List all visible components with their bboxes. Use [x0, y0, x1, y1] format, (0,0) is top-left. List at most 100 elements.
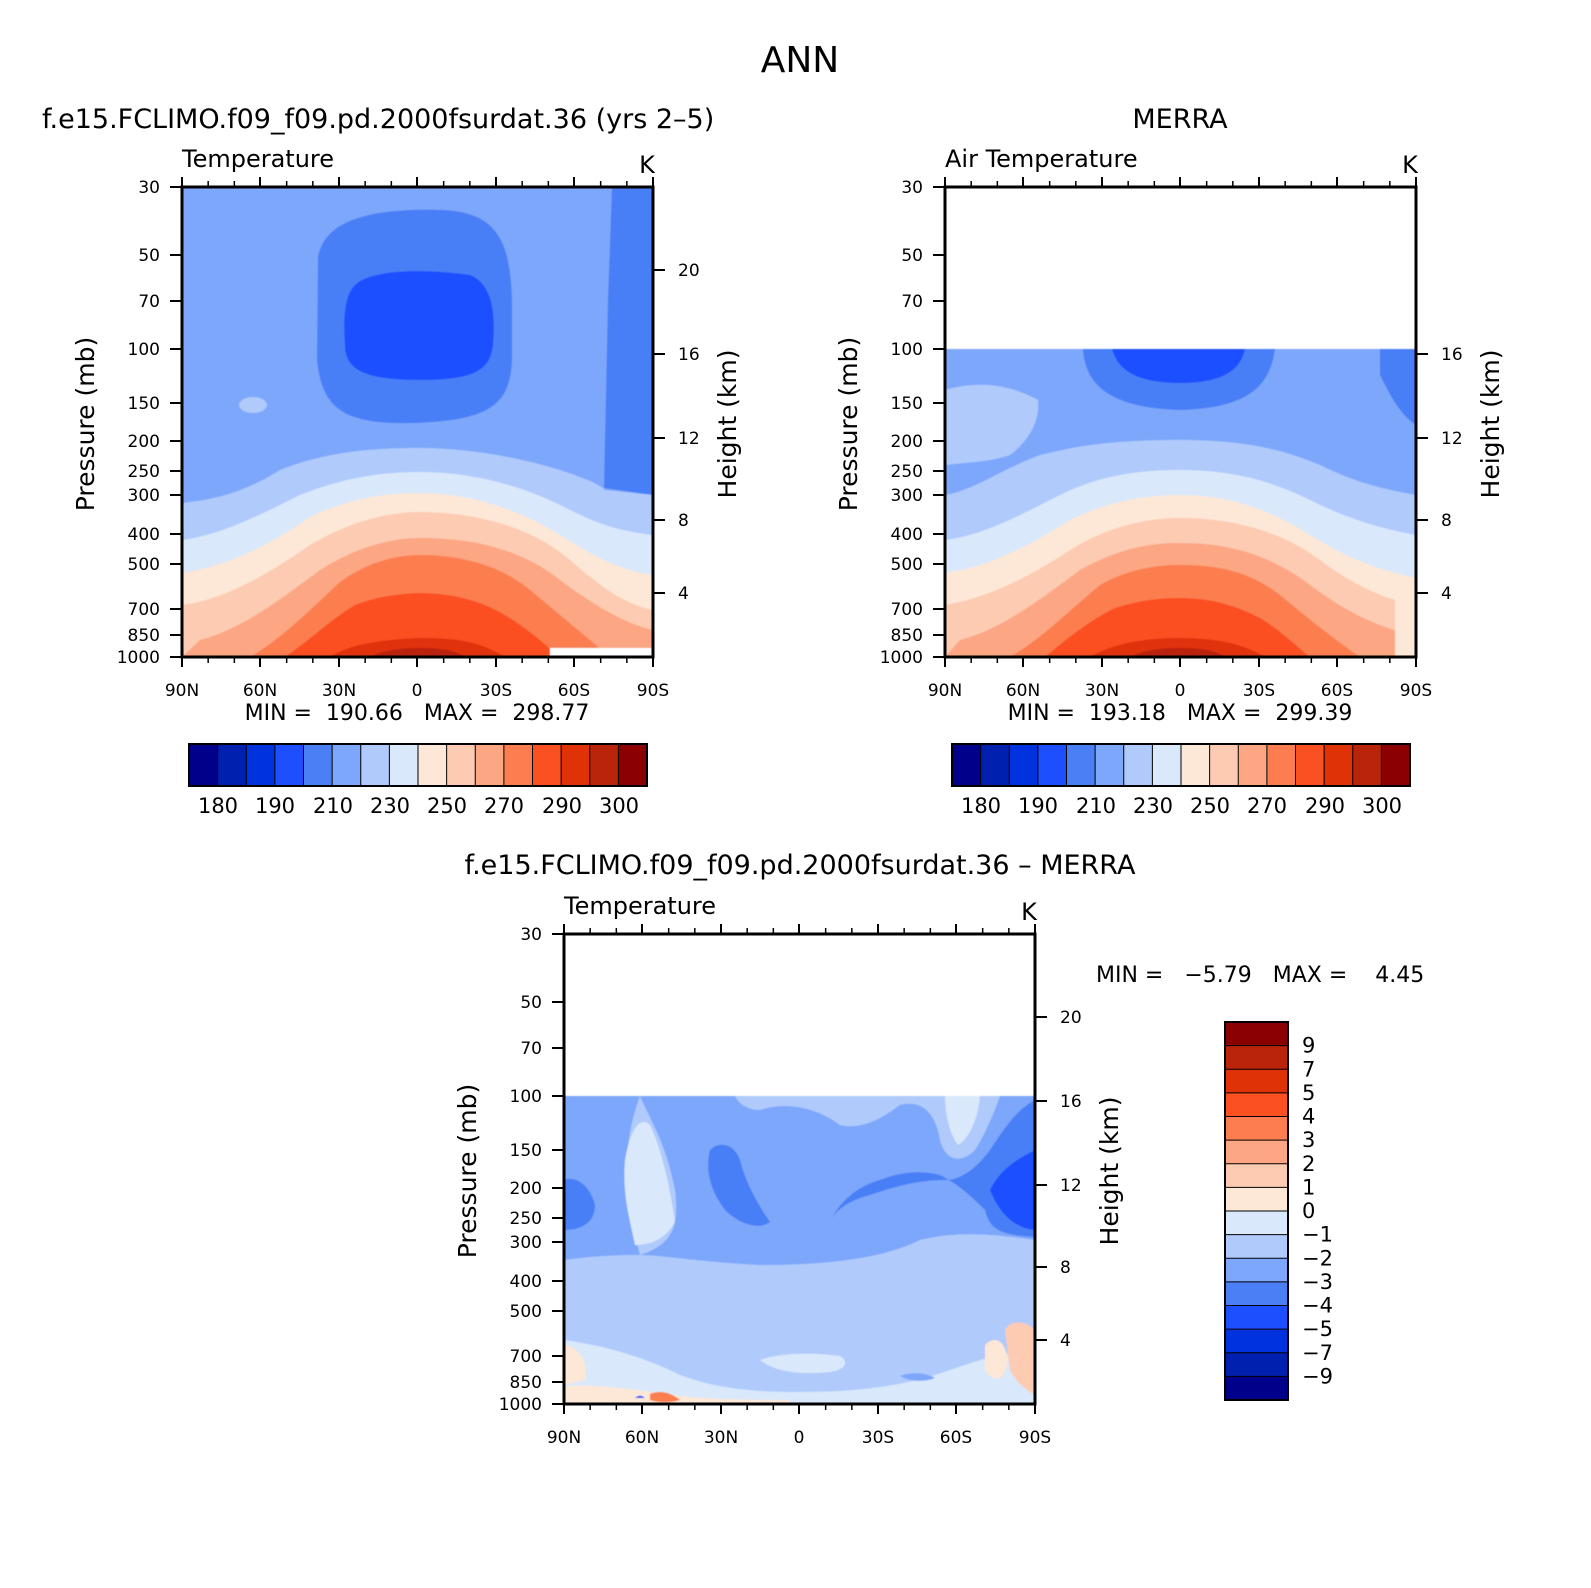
- x-tick-label: 90N: [165, 681, 199, 701]
- colorbar-swatch: [245, 743, 276, 787]
- colorbar-label: 9: [1302, 1034, 1315, 1058]
- panel-diff-contours: [564, 1096, 1035, 1404]
- y-tick-label: 150: [510, 1141, 542, 1161]
- colorbar-label: −3: [1302, 1270, 1333, 1294]
- panel-diff-y-axis: 30 50 70 100 150 200 250 300 400 500 700…: [499, 925, 564, 1415]
- y-tick-label: 70: [901, 292, 923, 312]
- x-tick-label: 60S: [558, 681, 590, 701]
- colorbar-swatch: [1224, 1163, 1289, 1189]
- y-tick-label: 300: [510, 1233, 542, 1253]
- colorbar-label: −1: [1302, 1223, 1333, 1247]
- y-tick-label: 200: [128, 432, 160, 452]
- colorbar-label: 2: [1302, 1152, 1315, 1176]
- y-tick-label: 500: [891, 555, 923, 575]
- colorbar-swatch: [217, 743, 248, 787]
- y-tick-label: 30: [901, 178, 923, 198]
- y-tick-label: 200: [510, 1179, 542, 1199]
- y2-tick-label: 4: [678, 584, 689, 604]
- colorbar-label: −7: [1302, 1341, 1333, 1365]
- y-tick-label: 50: [901, 246, 923, 266]
- x-tick-label: 0: [794, 1428, 805, 1448]
- colorbar-swatch: [1224, 1045, 1289, 1071]
- y-tick-label: 50: [520, 993, 542, 1013]
- panel-model-y2-axis: 4 8 12 16 20: [653, 261, 700, 604]
- panel-diff-x-axis: 90N 60N 30N 0 30S 60S 90S: [547, 924, 1051, 1448]
- colorbar-label: 180: [198, 794, 238, 818]
- y-tick-label: 70: [520, 1039, 542, 1059]
- colorbar-label: 290: [542, 794, 582, 818]
- colorbar-swatch: [303, 743, 334, 787]
- y-tick-label: 400: [510, 1272, 542, 1292]
- colorbar-label: −4: [1302, 1294, 1333, 1318]
- colorbar-swatch: [388, 743, 419, 787]
- x-tick-label: 90S: [1400, 681, 1432, 701]
- colorbar-swatch: [1180, 743, 1211, 787]
- panel-diff-ylabel: Pressure (mb): [453, 1084, 482, 1258]
- colorbar-label: 1: [1302, 1175, 1315, 1199]
- colorbar-swatch: [1224, 1210, 1289, 1236]
- panel-merra-minmax: MIN = 193.18 MAX = 299.39: [1008, 701, 1353, 726]
- colorbar-swatch: [1224, 1068, 1289, 1094]
- colorbar-swatch: [980, 743, 1011, 787]
- colorbar-label: 300: [599, 794, 639, 818]
- y2-tick-label: 4: [1060, 1331, 1071, 1351]
- x-tick-label: 90N: [928, 681, 962, 701]
- colorbar-swatch: [360, 743, 391, 787]
- colorbar-label: 290: [1305, 794, 1345, 818]
- x-tick-label: 30S: [862, 1428, 894, 1448]
- colorbar-swatch: [503, 743, 534, 787]
- y2-tick-label: 12: [1441, 429, 1463, 449]
- y2-tick-label: 4: [1441, 584, 1452, 604]
- y-tick-label: 50: [138, 246, 160, 266]
- y2-tick-label: 16: [1441, 345, 1463, 365]
- colorbar-swatch: [274, 743, 305, 787]
- colorbar-swatch: [1224, 1375, 1289, 1401]
- colorbar-swatch: [1237, 743, 1268, 787]
- y-tick-label: 500: [510, 1302, 542, 1322]
- x-tick-label: 30N: [704, 1428, 738, 1448]
- y-tick-label: 250: [128, 462, 160, 482]
- y-tick-label: 250: [891, 462, 923, 482]
- colorbar-swatch: [560, 743, 591, 787]
- y-tick-label: 700: [891, 600, 923, 620]
- colorbar-swatch: [1224, 1186, 1289, 1212]
- colorbar-swatch: [1224, 1257, 1289, 1283]
- panel-model-variable: Temperature: [181, 145, 334, 173]
- x-tick-label: 30S: [1243, 681, 1275, 701]
- y-tick-label: 700: [510, 1347, 542, 1367]
- panel-merra: MERRA Air Temperature K 30 50: [834, 104, 1505, 818]
- colorbar-swatch: [1224, 1139, 1289, 1165]
- panel-model-y2label: Height (km): [713, 350, 742, 499]
- y-tick-label: 100: [510, 1087, 542, 1107]
- panel-model-ylabel: Pressure (mb): [71, 337, 100, 511]
- x-tick-label: 60S: [1321, 681, 1353, 701]
- y-tick-label: 850: [510, 1373, 542, 1393]
- x-tick-label: 0: [1175, 681, 1186, 701]
- panel-model-header: f.e15.FCLIMO.f09_f09.pd.2000fsurdat.36 (…: [42, 104, 714, 135]
- panel-model-y-axis: 30 50 70 100 150 200 250 300 400 500 700…: [117, 178, 182, 668]
- colorbar-swatch: [1094, 743, 1125, 787]
- colorbar-swatch: [1224, 1328, 1289, 1354]
- colorbar-label: 7: [1302, 1057, 1315, 1081]
- colorbar-swatch: [1380, 743, 1411, 787]
- x-tick-label: 60S: [940, 1428, 972, 1448]
- y-tick-label: 400: [891, 525, 923, 545]
- y-tick-label: 500: [128, 555, 160, 575]
- colorbar-swatch: [1224, 1092, 1289, 1118]
- panel-diff-y2label: Height (km): [1095, 1097, 1124, 1246]
- colorbar-label: 300: [1362, 794, 1402, 818]
- y2-tick-label: 12: [1060, 1176, 1082, 1196]
- y-tick-label: 300: [891, 486, 923, 506]
- y2-tick-label: 8: [678, 511, 689, 531]
- x-tick-label: 90S: [1019, 1428, 1051, 1448]
- colorbar-swatch: [951, 743, 982, 787]
- colorbar-swatch: [331, 743, 362, 787]
- panel-diff-minmax: MIN = −5.79 MAX = 4.45: [1096, 963, 1424, 988]
- panel-model-colorbar: 180 190 210 230 250 270 290 300: [188, 743, 648, 818]
- colorbar-label: 250: [427, 794, 467, 818]
- panel-diff: f.e15.FCLIMO.f09_f09.pd.2000fsurdat.36 –…: [453, 850, 1424, 1448]
- colorbar-swatch: [1123, 743, 1154, 787]
- panel-model: f.e15.FCLIMO.f09_f09.pd.2000fsurdat.36 (…: [42, 104, 742, 818]
- y-tick-label: 850: [128, 626, 160, 646]
